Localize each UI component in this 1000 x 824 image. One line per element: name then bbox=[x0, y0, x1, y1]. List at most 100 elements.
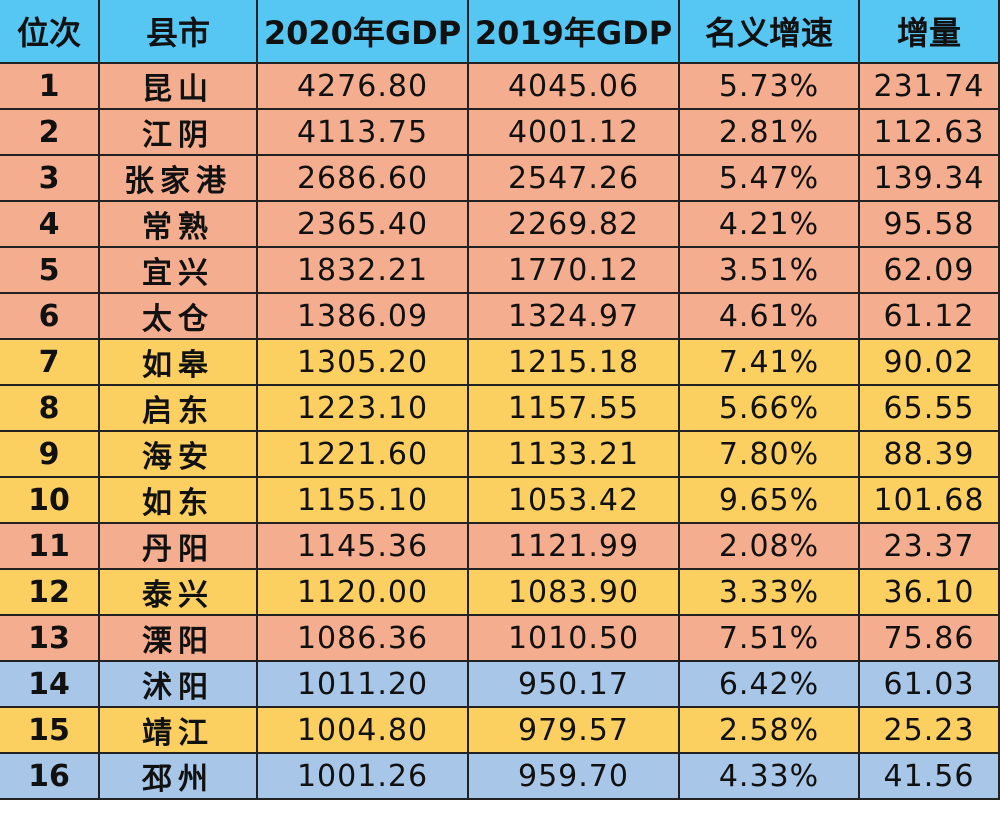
header-rank: 位次 bbox=[0, 0, 100, 64]
rank-cell: 12 bbox=[0, 568, 100, 616]
gdp-2020-cell: 4276.80 bbox=[256, 62, 469, 110]
growth-rate-cell: 2.08% bbox=[678, 522, 860, 570]
increase-cell: 112.63 bbox=[858, 108, 1000, 156]
gdp-2020-cell: 2365.40 bbox=[256, 200, 469, 248]
increase-cell: 36.10 bbox=[858, 568, 1000, 616]
gdp-2020-cell: 4113.75 bbox=[256, 108, 469, 156]
city-cell: 太仓 bbox=[98, 292, 258, 340]
growth-rate-cell: 3.33% bbox=[678, 568, 860, 616]
table-row: 1 昆山 4276.80 4045.06 5.73% 231.74 bbox=[0, 62, 1000, 110]
increase-cell: 41.56 bbox=[858, 752, 1000, 800]
table-row: 3 张家港 2686.60 2547.26 5.47% 139.34 bbox=[0, 154, 1000, 202]
increase-cell: 139.34 bbox=[858, 154, 1000, 202]
gdp-2020-cell: 1120.00 bbox=[256, 568, 469, 616]
gdp-2019-cell: 1770.12 bbox=[467, 246, 680, 294]
growth-rate-cell: 7.41% bbox=[678, 338, 860, 386]
growth-rate-cell: 5.73% bbox=[678, 62, 860, 110]
city-cell: 海安 bbox=[98, 430, 258, 478]
gdp-2020-cell: 1004.80 bbox=[256, 706, 469, 754]
city-cell: 靖江 bbox=[98, 706, 258, 754]
rank-cell: 1 bbox=[0, 62, 100, 110]
gdp-2019-cell: 959.70 bbox=[467, 752, 680, 800]
city-cell: 宜兴 bbox=[98, 246, 258, 294]
increase-cell: 88.39 bbox=[858, 430, 1000, 478]
gdp-2020-cell: 1305.20 bbox=[256, 338, 469, 386]
rank-cell: 8 bbox=[0, 384, 100, 432]
gdp-2020-cell: 2686.60 bbox=[256, 154, 469, 202]
increase-cell: 75.86 bbox=[858, 614, 1000, 662]
gdp-2019-cell: 4001.12 bbox=[467, 108, 680, 156]
growth-rate-cell: 9.65% bbox=[678, 476, 860, 524]
rank-cell: 14 bbox=[0, 660, 100, 708]
growth-rate-cell: 2.58% bbox=[678, 706, 860, 754]
rank-cell: 16 bbox=[0, 752, 100, 800]
gdp-2020-cell: 1832.21 bbox=[256, 246, 469, 294]
city-cell: 沭阳 bbox=[98, 660, 258, 708]
gdp-2019-cell: 2269.82 bbox=[467, 200, 680, 248]
gdp-2019-cell: 979.57 bbox=[467, 706, 680, 754]
header-increase: 增量 bbox=[858, 0, 1000, 64]
growth-rate-cell: 4.61% bbox=[678, 292, 860, 340]
gdp-2019-cell: 1133.21 bbox=[467, 430, 680, 478]
growth-rate-cell: 5.47% bbox=[678, 154, 860, 202]
header-nominal-growth: 名义增速 bbox=[678, 0, 860, 64]
table-row: 11 丹阳 1145.36 1121.99 2.08% 23.37 bbox=[0, 522, 1000, 570]
table-body: 1 昆山 4276.80 4045.06 5.73% 231.74 2 江阴 4113.75 40… bbox=[0, 62, 1000, 800]
city-cell: 常熟 bbox=[98, 200, 258, 248]
gdp-2019-cell: 1121.99 bbox=[467, 522, 680, 570]
table-row: 4 常熟 2365.40 2269.82 4.21% 95.58 bbox=[0, 200, 1000, 248]
rank-cell: 4 bbox=[0, 200, 100, 248]
table-row: 12 泰兴 1120.00 1083.90 3.33% 36.10 bbox=[0, 568, 1000, 616]
increase-cell: 95.58 bbox=[858, 200, 1000, 248]
rank-cell: 10 bbox=[0, 476, 100, 524]
header-row: 位次 县市 2020年GDP 2019年GDP 名义增速 增量 bbox=[0, 0, 1000, 64]
table-row: 5 宜兴 1832.21 1770.12 3.51% 62.09 bbox=[0, 246, 1000, 294]
table-row: 15 靖江 1004.80 979.57 2.58% 25.23 bbox=[0, 706, 1000, 754]
growth-rate-cell: 4.21% bbox=[678, 200, 860, 248]
gdp-2019-cell: 950.17 bbox=[467, 660, 680, 708]
table-row: 13 溧阳 1086.36 1010.50 7.51% 75.86 bbox=[0, 614, 1000, 662]
rank-cell: 6 bbox=[0, 292, 100, 340]
city-cell: 如皋 bbox=[98, 338, 258, 386]
header-city: 县市 bbox=[98, 0, 258, 64]
gdp-2019-cell: 4045.06 bbox=[467, 62, 680, 110]
increase-cell: 25.23 bbox=[858, 706, 1000, 754]
increase-cell: 90.02 bbox=[858, 338, 1000, 386]
city-cell: 张家港 bbox=[98, 154, 258, 202]
gdp-2019-cell: 1215.18 bbox=[467, 338, 680, 386]
increase-cell: 65.55 bbox=[858, 384, 1000, 432]
gdp-2020-cell: 1221.60 bbox=[256, 430, 469, 478]
table-row: 8 启东 1223.10 1157.55 5.66% 65.55 bbox=[0, 384, 1000, 432]
table-row: 14 沭阳 1011.20 950.17 6.42% 61.03 bbox=[0, 660, 1000, 708]
gdp-2020-cell: 1155.10 bbox=[256, 476, 469, 524]
city-cell: 丹阳 bbox=[98, 522, 258, 570]
increase-cell: 101.68 bbox=[858, 476, 1000, 524]
city-cell: 昆山 bbox=[98, 62, 258, 110]
gdp-2019-cell: 1083.90 bbox=[467, 568, 680, 616]
city-cell: 邳州 bbox=[98, 752, 258, 800]
growth-rate-cell: 4.33% bbox=[678, 752, 860, 800]
rank-cell: 2 bbox=[0, 108, 100, 156]
rank-cell: 9 bbox=[0, 430, 100, 478]
table-row: 9 海安 1221.60 1133.21 7.80% 88.39 bbox=[0, 430, 1000, 478]
city-cell: 泰兴 bbox=[98, 568, 258, 616]
increase-cell: 61.03 bbox=[858, 660, 1000, 708]
growth-rate-cell: 3.51% bbox=[678, 246, 860, 294]
city-cell: 江阴 bbox=[98, 108, 258, 156]
growth-rate-cell: 5.66% bbox=[678, 384, 860, 432]
table-row: 6 太仓 1386.09 1324.97 4.61% 61.12 bbox=[0, 292, 1000, 340]
city-cell: 启东 bbox=[98, 384, 258, 432]
gdp-2019-cell: 1010.50 bbox=[467, 614, 680, 662]
table-row: 2 江阴 4113.75 4001.12 2.81% 112.63 bbox=[0, 108, 1000, 156]
increase-cell: 62.09 bbox=[858, 246, 1000, 294]
gdp-ranking-table: 位次 县市 2020年GDP 2019年GDP 名义增速 增量 1 昆山 4276.… bbox=[0, 0, 1000, 800]
gdp-2020-cell: 1145.36 bbox=[256, 522, 469, 570]
growth-rate-cell: 7.80% bbox=[678, 430, 860, 478]
gdp-2019-cell: 1324.97 bbox=[467, 292, 680, 340]
growth-rate-cell: 6.42% bbox=[678, 660, 860, 708]
table-row: 10 如东 1155.10 1053.42 9.65% 101.68 bbox=[0, 476, 1000, 524]
rank-cell: 3 bbox=[0, 154, 100, 202]
rank-cell: 13 bbox=[0, 614, 100, 662]
gdp-2020-cell: 1001.26 bbox=[256, 752, 469, 800]
city-cell: 溧阳 bbox=[98, 614, 258, 662]
